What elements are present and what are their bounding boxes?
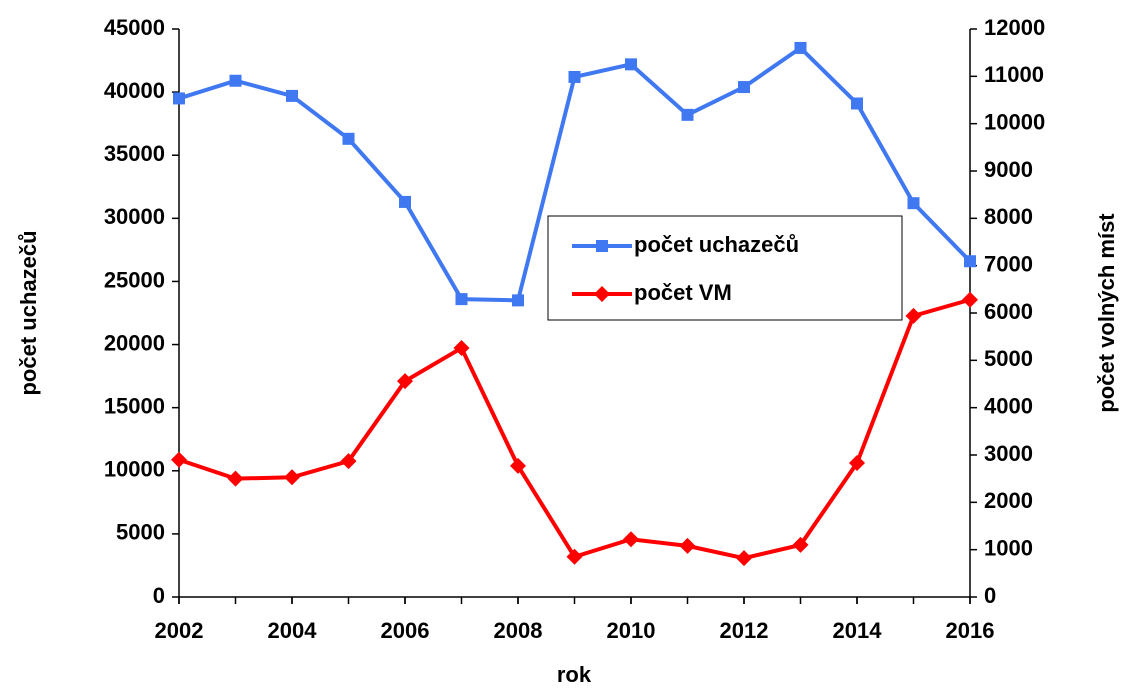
y-tick-label: 30000	[104, 204, 165, 229]
y-tick-label: 25000	[104, 267, 165, 292]
point	[286, 89, 298, 102]
point	[962, 291, 978, 308]
y2-tick-label: 6000	[984, 299, 1033, 324]
y2-axis-label: počet volných míst	[1094, 213, 1119, 413]
y2-tick-label: 9000	[984, 157, 1033, 182]
point	[340, 453, 357, 470]
y-tick-label: 20000	[104, 330, 165, 355]
point	[794, 41, 807, 54]
y2-tick-label: 8000	[984, 204, 1033, 229]
point	[227, 470, 244, 487]
point	[453, 340, 470, 357]
x-tick-label: 2008	[494, 618, 543, 643]
point	[173, 92, 185, 105]
y2-tick-label: 12000	[984, 15, 1045, 40]
point	[849, 455, 865, 472]
y2-tick-label: 0	[984, 583, 996, 608]
legend-label: počet VM	[634, 280, 732, 305]
y-tick-label: 5000	[116, 520, 165, 545]
y2-tick-label: 3000	[984, 441, 1033, 466]
legend-label: počet uchazečů	[634, 232, 799, 257]
point	[566, 548, 583, 565]
point	[736, 550, 752, 567]
point	[284, 469, 300, 486]
point	[679, 537, 696, 554]
x-tick-label: 2002	[155, 618, 204, 643]
y2-tick-label: 10000	[984, 109, 1045, 134]
y2-tick-label: 1000	[984, 535, 1033, 560]
point	[229, 74, 242, 87]
x-tick-label: 2016	[946, 618, 995, 643]
y2-tick-label: 7000	[984, 251, 1033, 276]
y2-tick-label: 4000	[984, 393, 1033, 418]
point	[625, 58, 637, 71]
y2-tick-label: 5000	[984, 346, 1033, 371]
y-tick-label: 35000	[104, 141, 165, 166]
x-tick-label: 2014	[833, 618, 883, 643]
point	[623, 531, 639, 548]
x-tick-label: 2012	[720, 618, 769, 643]
point	[568, 70, 581, 83]
y-tick-label: 0	[153, 583, 165, 608]
point	[681, 108, 694, 121]
y-tick-label: 45000	[104, 15, 165, 40]
series-line	[178, 297, 971, 561]
x-tick-label: 2004	[268, 618, 318, 643]
point	[792, 536, 809, 553]
y-tick-label: 15000	[104, 393, 165, 418]
point	[455, 293, 468, 306]
legend-marker	[594, 286, 610, 302]
y2-tick-label: 11000	[984, 62, 1044, 87]
point	[907, 197, 920, 210]
point	[342, 132, 355, 145]
point	[399, 195, 411, 208]
point	[738, 81, 750, 94]
x-tick-label: 2006	[381, 618, 430, 643]
point	[397, 373, 413, 390]
point	[171, 451, 187, 468]
point	[510, 457, 526, 474]
y-tick-label: 10000	[104, 457, 165, 482]
x-tick-label: 2010	[607, 618, 656, 643]
y2-tick-label: 2000	[984, 488, 1033, 513]
y-axis-label: počet uchazečů	[16, 230, 41, 395]
point	[851, 97, 863, 110]
point	[512, 294, 524, 307]
y-tick-label: 40000	[104, 78, 165, 103]
legend-marker	[596, 240, 608, 252]
point	[964, 255, 976, 268]
legend-box	[547, 215, 903, 321]
point	[905, 307, 922, 324]
x-axis-label: rok	[557, 662, 592, 687]
